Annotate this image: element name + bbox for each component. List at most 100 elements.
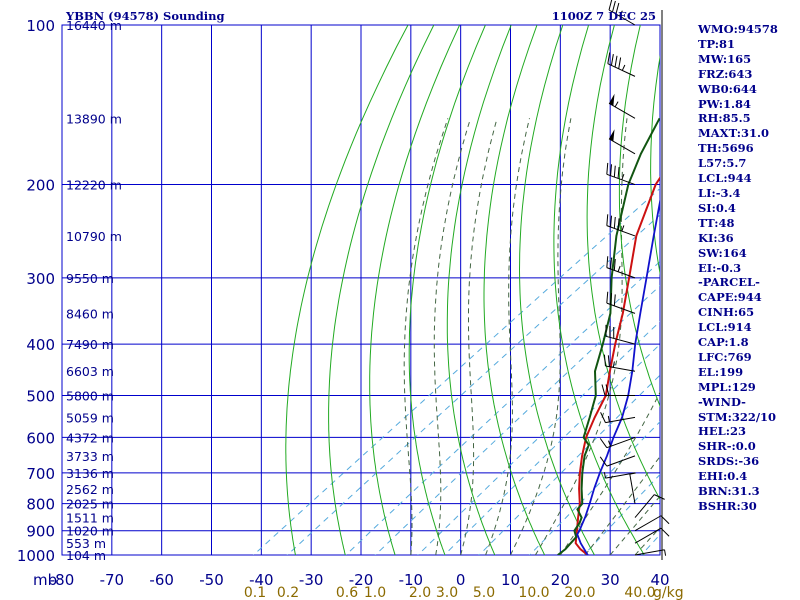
temp-tick-label: 40 (650, 571, 669, 589)
sounding-index: EHI:0.4 (698, 469, 748, 484)
sounding-index: SHR-:0.0 (698, 439, 756, 454)
pressure-tick-label: 500 (26, 387, 55, 405)
mixing-ratio-label: 10.0 (518, 585, 549, 600)
pressure-tick-label: 400 (26, 336, 55, 354)
sounding-profiles (557, 117, 660, 555)
wind-barb (605, 324, 636, 345)
moist-adiabat (534, 118, 628, 555)
parcel-profile (576, 196, 660, 555)
pressure-tick-label: 200 (26, 177, 55, 195)
sounding-index: WMO:94578 (698, 22, 778, 36)
mixing-ratio-line (417, 320, 660, 555)
mixing-ratio-label: 3.0 (436, 585, 458, 600)
pressure-tick-label: 800 (26, 496, 55, 514)
mixing-ratio-line (374, 285, 660, 555)
sounding-indices-panel: WMO:94578 TP:81 MW:165 FRZ:643 WB0:644 PW:1.8… (698, 22, 798, 514)
wind-barb (634, 515, 670, 532)
height-label: 7490 m (66, 337, 114, 352)
sounding-index: -PARCEL- (698, 275, 760, 290)
sounding-index: LCL:944 (698, 171, 752, 186)
sounding-index: BSHR:30 (698, 499, 757, 513)
sounding-index: TP:81 (698, 36, 736, 51)
height-label: 12220 m (66, 178, 122, 193)
sounding-index: SRDS:-36 (698, 454, 760, 469)
plot-frame (61, 24, 661, 556)
pressure-tick-label: 300 (26, 270, 55, 288)
dry-adiabat (408, 25, 486, 555)
wind-barb (629, 472, 636, 504)
mixing-ratio-unit: g/kg (653, 585, 684, 600)
height-label: 3733 m (66, 449, 114, 464)
wind-barb (606, 214, 636, 237)
height-label: 5059 m (66, 410, 114, 425)
sounding-index: EI:-0.3 (698, 260, 742, 275)
mixing-ratio-label: 20.0 (564, 585, 595, 600)
height-label: 8460 m (66, 306, 114, 321)
sounding-index: RH:85.5 (698, 111, 751, 126)
temp-tick-label: -30 (299, 571, 324, 589)
station-title: YBBN (94578) Sounding (65, 9, 225, 23)
pressure-tick-label: 600 (26, 429, 55, 447)
wind-barb (608, 129, 636, 155)
moist-adiabat (403, 118, 449, 555)
mixing-ratio-label: 1.0 (364, 585, 386, 600)
wind-barb (603, 354, 636, 372)
temp-tick-label: -20 (349, 571, 374, 589)
temp-tick-label: 20 (551, 571, 570, 589)
mixing-ratio-label: 0.6 (336, 585, 358, 600)
mixing-ratio-line (286, 214, 660, 555)
dry-adiabat (483, 25, 546, 555)
dry-adiabat (586, 25, 660, 501)
temp-tick-label: -70 (100, 571, 125, 589)
mixing-ratio-lines (252, 187, 660, 555)
height-label: 16440 m (66, 18, 122, 33)
dewpoint-profile (557, 117, 660, 555)
sounding-index: HEL:23 (698, 424, 746, 439)
mixing-ratio-label: 5.0 (473, 585, 495, 600)
height-label: 2562 m (66, 482, 114, 497)
wind-barb (606, 256, 636, 279)
wind-barbs (599, 0, 670, 560)
height-label: 5800 m (66, 388, 114, 403)
dry-adiabat (328, 25, 435, 555)
moist-adiabat (609, 495, 660, 555)
height-label: 6603 m (66, 364, 114, 379)
wind-barb (607, 52, 636, 77)
sounding-index: KI:36 (698, 230, 734, 245)
sounding-index: CAP:1.8 (698, 335, 749, 350)
sounding-index: L57:5.7 (698, 156, 747, 171)
temp-tick-label: -80 (50, 571, 75, 589)
sounding-index: MPL:129 (698, 379, 756, 394)
sounding-index: TT:48 (698, 215, 735, 230)
dry-adiabat (618, 25, 660, 408)
dry-adiabat (285, 25, 409, 555)
moist-adiabat (510, 118, 572, 555)
pressure-tick-label: 100 (26, 17, 55, 35)
moist-adiabat (485, 118, 530, 555)
pressure-tick-label: 900 (26, 523, 55, 541)
sounding-index: WB0:644 (698, 81, 757, 96)
wind-barb (634, 549, 667, 556)
wind-barb (601, 384, 635, 396)
sounding-index: MAXT:31.0 (698, 126, 769, 141)
sounding-index: CAPE:944 (698, 290, 762, 305)
mixing-ratio-line (252, 187, 660, 555)
temp-tick-label: -50 (199, 571, 224, 589)
height-label: 1511 m (66, 511, 114, 526)
sounding-index: -WIND- (698, 394, 746, 409)
sounding-index: PW:1.84 (698, 96, 752, 111)
wind-barb (603, 472, 636, 479)
dry-adiabat (369, 25, 461, 555)
temp-tick-label: 0 (456, 571, 466, 589)
wind-barb (606, 162, 636, 186)
height-label: 13890 m (66, 111, 122, 126)
temp-tick-label: -40 (249, 571, 274, 589)
height-label: 9550 m (66, 271, 114, 286)
temp-tick-label: -10 (399, 571, 424, 589)
wind-barb (600, 412, 636, 424)
mixing-ratio-label: 40.0 (624, 585, 655, 600)
sounding-index: FRZ:643 (698, 66, 753, 81)
sounding-index: CINH:65 (698, 305, 755, 320)
